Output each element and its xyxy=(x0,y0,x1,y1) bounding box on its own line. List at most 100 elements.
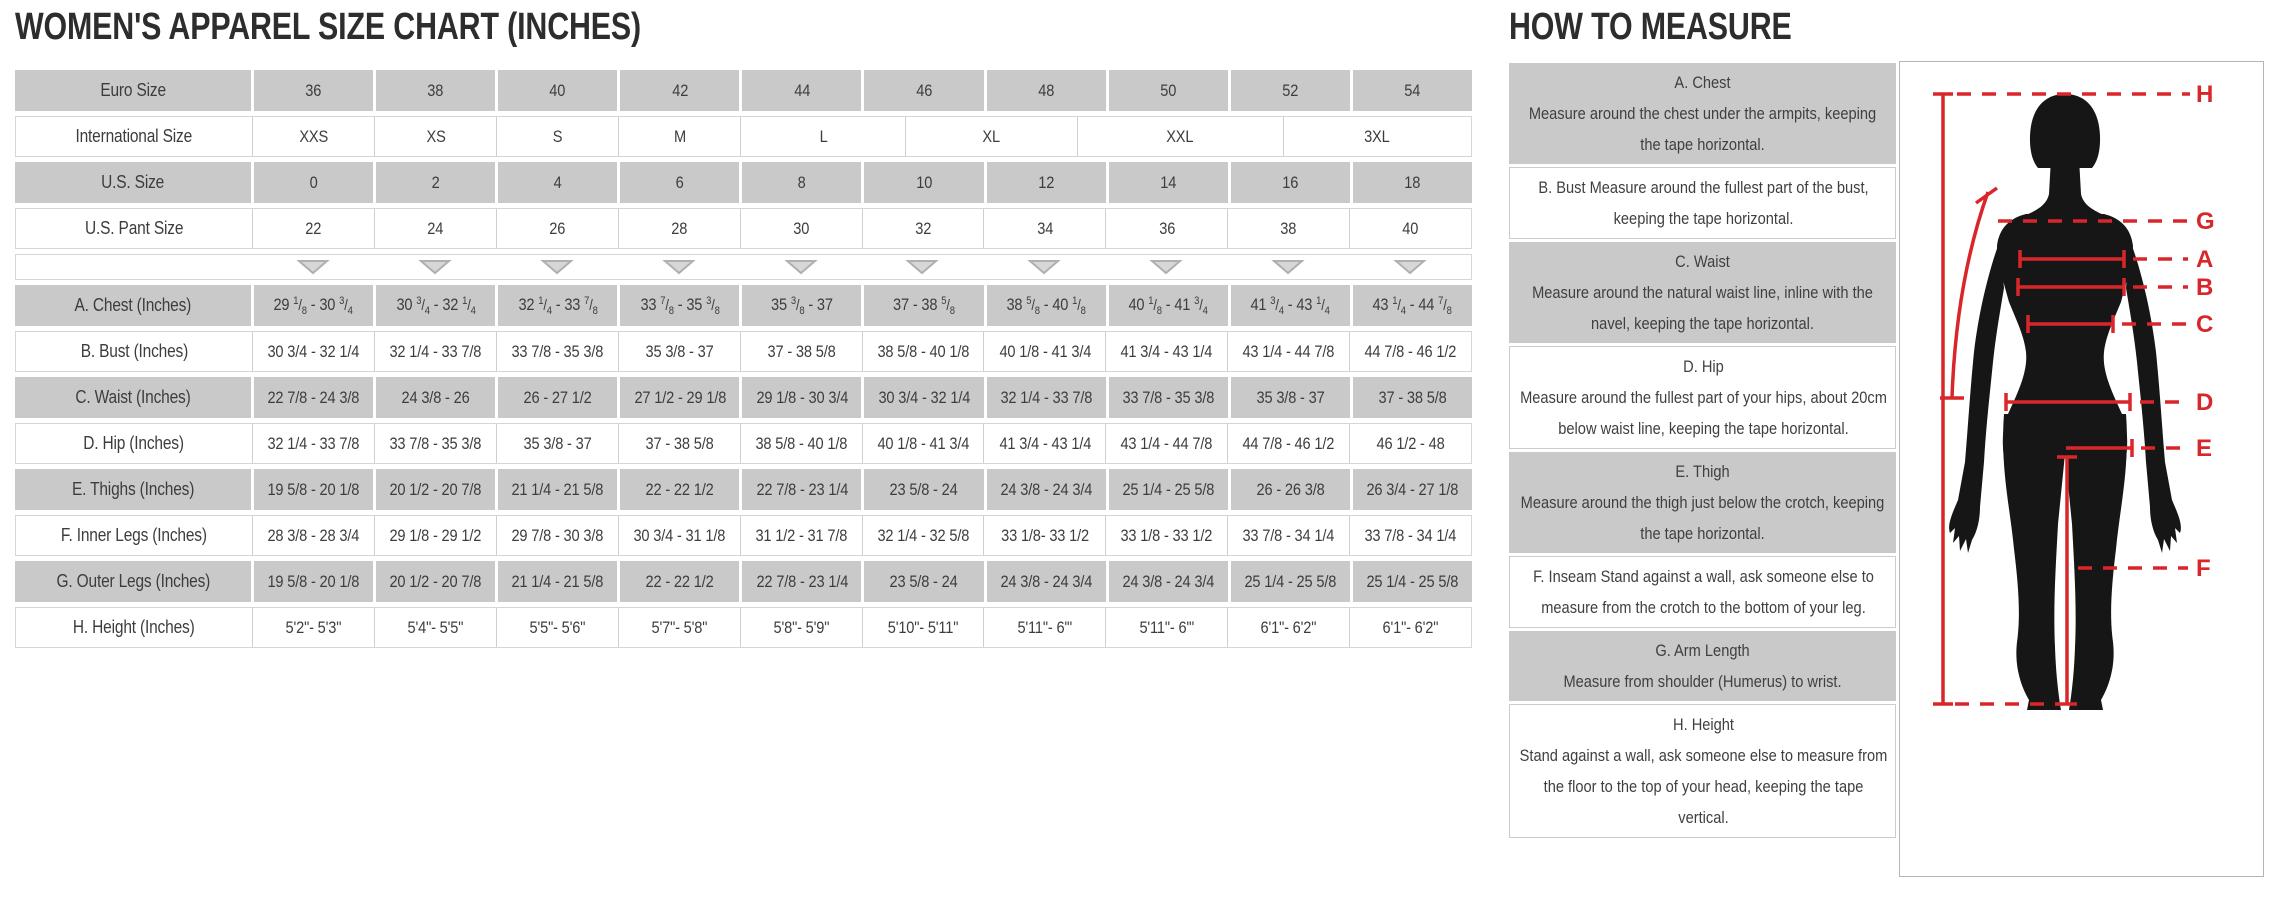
size-cell: 41 3/4 - 43 1/4 xyxy=(1105,332,1227,371)
female-silhouette xyxy=(1949,94,2181,710)
size-cell: 52 xyxy=(1230,70,1350,111)
measure-instruction-item: G. Arm Length Measure from shoulder (Hume… xyxy=(1509,631,1896,701)
size-cell: 26 - 26 3/8 xyxy=(1230,469,1350,510)
size-cell: 33 1/8 - 33 1/2 xyxy=(1105,516,1227,555)
chest-line-A xyxy=(2018,250,2188,268)
size-cell: 30 3/4 - 31 1/8 xyxy=(617,516,740,555)
size-cell: 29 7/8 - 30 3/8 xyxy=(495,516,618,555)
size-cell: 24 3/8 - 24 3/4 xyxy=(986,561,1106,602)
thigh-line-E xyxy=(2066,439,2188,457)
measure-instruction-text: D. Hip Measure around the fullest part of… xyxy=(1518,351,1889,444)
size-cell: 36 xyxy=(1105,209,1227,248)
diagram-label-F: F xyxy=(2196,555,2211,582)
size-cell: 43 1/4 - 44 7/8 xyxy=(1227,332,1349,371)
row-label: B. Bust (Inches) xyxy=(80,341,188,361)
size-chart-title: WOMEN'S APPAREL SIZE CHART (INCHES) xyxy=(15,6,641,48)
size-cell: 22 7/8 - 24 3/8 xyxy=(254,377,374,418)
size-cell: 44 7/8 - 46 1/2 xyxy=(1349,332,1471,371)
hip-line-D xyxy=(2004,393,2186,411)
table-row: H. Height (Inches) 5'2"- 5'3" 5'4"- 5'5" 5'… xyxy=(15,607,1472,648)
size-cell: 23 5/8 - 24 xyxy=(864,469,984,510)
measure-instruction-item: D. Hip Measure around the fullest part of… xyxy=(1509,346,1896,449)
table-row: F. Inner Legs (Inches) 28 3/8 - 28 3/4 29 … xyxy=(15,515,1472,556)
measure-instruction-text: B. Bust Measure around the fullest part … xyxy=(1518,172,1889,234)
size-cell: 40 1/8 - 41 3/4 xyxy=(1108,285,1228,326)
size-cell: 5'4"- 5'5" xyxy=(373,608,496,647)
size-cell: 5'5"- 5'6" xyxy=(495,608,618,647)
measure-instruction-body: Measure around the natural waist line, i… xyxy=(1532,283,1873,333)
size-cell: 30 3/4 - 32 1/4 xyxy=(252,332,374,371)
size-cell: 38 5/8 - 40 1/8 xyxy=(986,285,1106,326)
size-cell: 33 7/8 - 34 1/4 xyxy=(1349,516,1471,555)
arrow-cell xyxy=(1105,255,1227,279)
waist-line-C xyxy=(2026,315,2188,333)
size-cell: 26 xyxy=(495,209,618,248)
measure-instruction-text: C. Waist Measure around the natural waist… xyxy=(1517,246,1888,339)
size-cell: 40 xyxy=(498,70,618,111)
diagram-label-C: C xyxy=(2196,311,2213,338)
size-cell: 37 - 38 5/8 xyxy=(1352,377,1472,418)
measure-instruction-text: G. Arm Length Measure from shoulder (Hume… xyxy=(1517,635,1888,697)
size-cell: 31 1/2 - 31 7/8 xyxy=(739,516,862,555)
size-cell: 4 xyxy=(498,162,618,203)
size-cell: 41 3/4 - 43 1/4 xyxy=(983,424,1105,463)
size-cell: M xyxy=(618,117,740,156)
size-cell: 30 3/4 - 32 1/4 xyxy=(376,285,496,326)
size-cell: 32 1/4 - 32 5/8 xyxy=(861,516,984,555)
arrow-cell xyxy=(862,255,984,279)
size-cell: 33 1/8- 33 1/2 xyxy=(983,516,1105,555)
size-cell: 27 1/2 - 29 1/8 xyxy=(620,377,740,418)
size-cell: 38 xyxy=(376,70,496,111)
down-arrow-icon xyxy=(1027,260,1062,275)
measure-instruction-body: Measure from shoulder (Humerus) to wrist… xyxy=(1563,672,1842,691)
size-cell: 32 1/4 - 33 7/8 xyxy=(498,285,618,326)
size-cell: 30 3/4 - 32 1/4 xyxy=(864,377,984,418)
size-cell: 36 xyxy=(254,70,374,111)
measure-instruction-heading: D. Hip xyxy=(1683,357,1724,376)
size-cell: 33 7/8 - 35 3/8 xyxy=(620,285,740,326)
size-cell: XXS xyxy=(252,117,374,156)
table-row: D. Hip (Inches) 32 1/4 - 33 7/8 33 7/8 - 3… xyxy=(15,423,1472,464)
size-cell: 20 1/2 - 20 7/8 xyxy=(376,469,496,510)
size-cell: 33 7/8 - 35 3/8 xyxy=(373,424,496,463)
size-cell: 33 7/8 - 35 3/8 xyxy=(495,332,618,371)
size-cell: 3XL xyxy=(1282,117,1471,156)
size-cell: 5'10"- 5'11" xyxy=(861,608,984,647)
size-cell: 37 - 38 5/8 xyxy=(617,424,740,463)
measure-instruction-item: C. Waist Measure around the natural waist… xyxy=(1509,242,1896,343)
size-cell: 32 1/4 - 33 7/8 xyxy=(986,377,1106,418)
size-cell: 46 xyxy=(864,70,984,111)
how-to-measure-title: HOW TO MEASURE xyxy=(1509,6,1792,48)
measure-instruction-body: Measure around the fullest part of your … xyxy=(1520,388,1887,438)
size-cell: L xyxy=(740,117,905,156)
size-cell: 35 3/8 - 37 xyxy=(742,285,862,326)
size-cell: 29 1/8 - 30 3/4 xyxy=(254,285,374,326)
arrow-cell xyxy=(374,255,496,279)
diagram-label-E: E xyxy=(2196,435,2212,462)
size-cell: 22 - 22 1/2 xyxy=(620,469,740,510)
size-cell: S xyxy=(496,117,618,156)
arrow-cell xyxy=(618,255,740,279)
row-label xyxy=(16,255,252,279)
size-cell: 35 3/8 - 37 xyxy=(1230,377,1350,418)
size-cell: 21 1/4 - 21 5/8 xyxy=(498,561,618,602)
size-cell: 6 xyxy=(620,162,740,203)
size-cell: 26 3/4 - 27 1/8 xyxy=(1352,469,1472,510)
arrow-cell xyxy=(252,255,374,279)
size-cell: 37 - 38 5/8 xyxy=(864,285,984,326)
row-label: U.S. Pant Size xyxy=(84,218,184,238)
size-cell: 24 3/8 - 24 3/4 xyxy=(986,469,1106,510)
down-arrow-icon xyxy=(540,260,574,275)
bust-line-B xyxy=(2016,278,2188,296)
table-row: U.S. Size 0 2 4 6 8 10 12 14 16 18 xyxy=(15,162,1472,203)
size-cell: 23 5/8 - 24 xyxy=(864,561,984,602)
size-cell: XXL xyxy=(1076,117,1283,156)
measure-instruction-item: F. Inseam Stand against a wall, ask some… xyxy=(1509,556,1896,628)
size-cell: 50 xyxy=(1108,70,1228,111)
table-row: E. Thighs (Inches) 19 5/8 - 20 1/8 20 1/2 … xyxy=(15,469,1472,510)
row-label: G. Outer Legs (Inches) xyxy=(15,561,251,602)
size-cell: 5'2"- 5'3" xyxy=(252,608,374,647)
row-label: D. Hip (Inches) xyxy=(83,433,185,453)
size-cell: 21 1/4 - 21 5/8 xyxy=(498,469,618,510)
size-cell: 48 xyxy=(986,70,1106,111)
